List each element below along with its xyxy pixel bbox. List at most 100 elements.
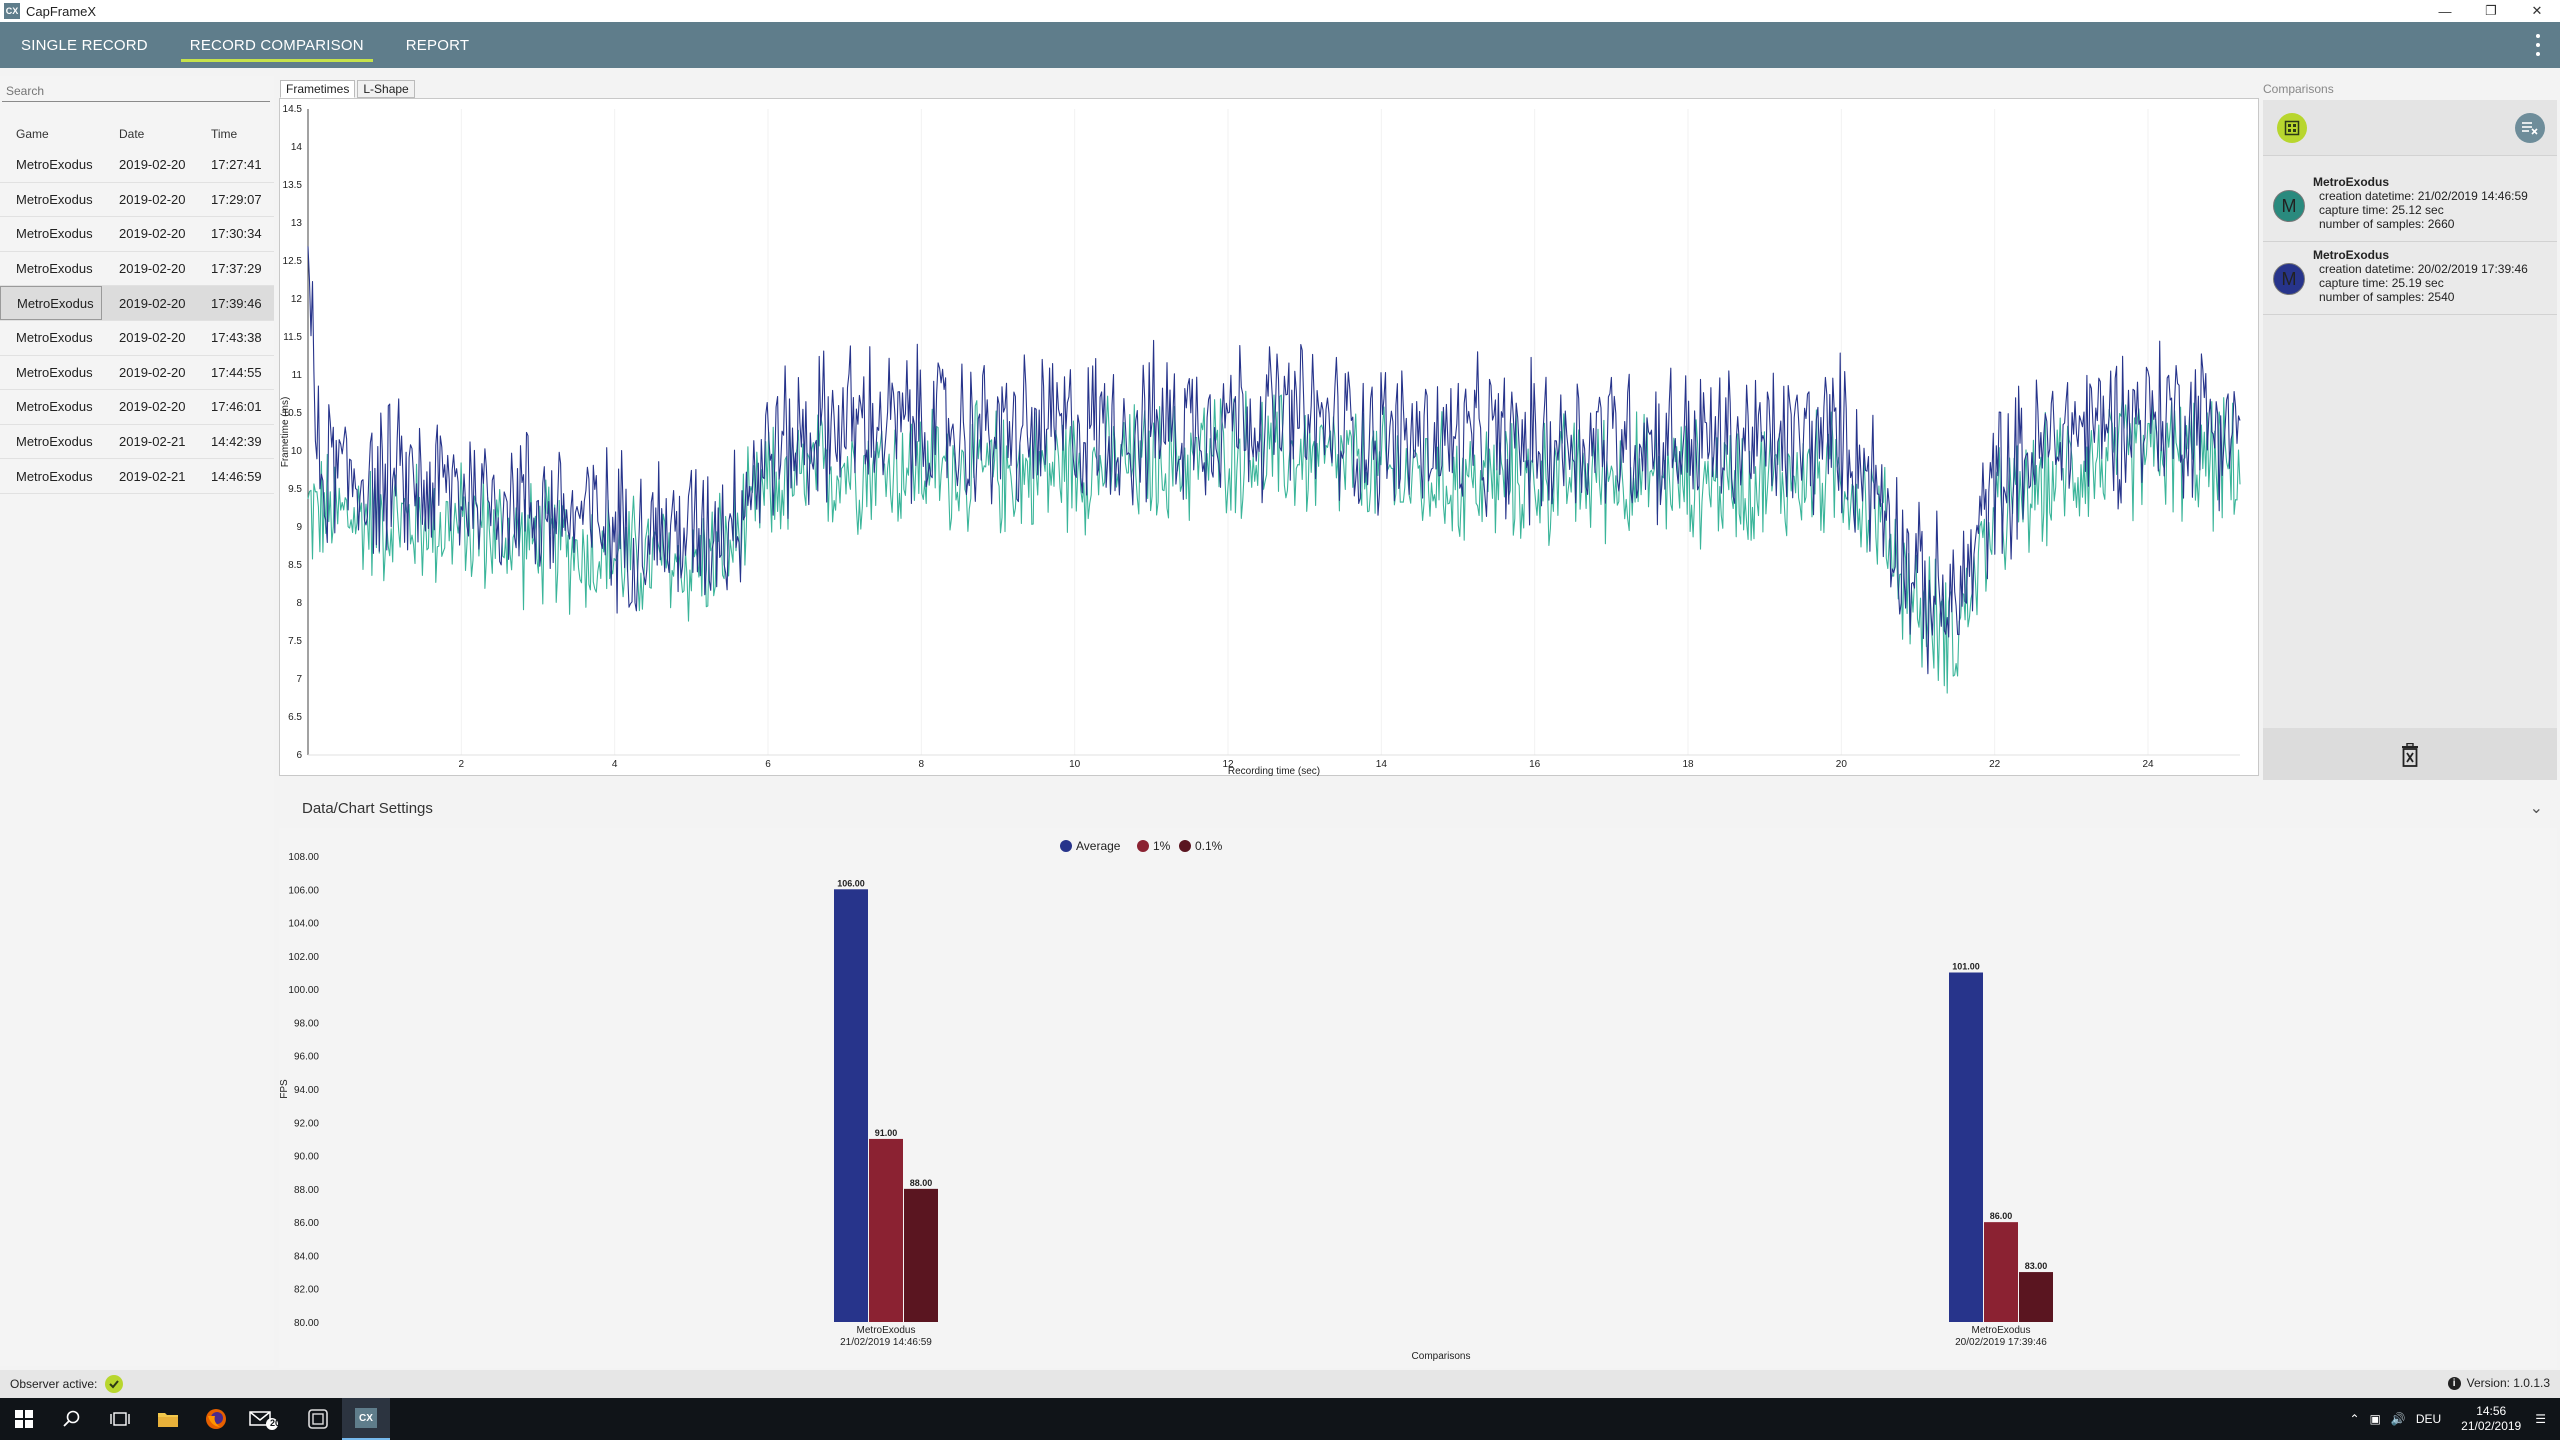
clear-list-icon [2522,122,2538,135]
comparison-capture-time: capture time: 25.12 sec [2319,203,2444,217]
y-tick-label: 10.5 [283,408,303,419]
cell-time: 17:30:34 [211,226,262,242]
clear-list-button[interactable] [2515,113,2545,143]
x-tick-label: 16 [1529,759,1541,770]
firefox-icon[interactable] [192,1398,240,1440]
y-tick-label: 94.00 [294,1085,319,1096]
table-row[interactable]: MetroExodus 2019-02-21 14:46:59 [0,459,274,494]
clock[interactable]: 14:56 21/02/2019 [2461,1404,2521,1434]
language-indicator[interactable]: DEU [2415,1412,2442,1426]
tab-record-comparison[interactable]: RECORD COMPARISON [169,22,385,68]
legend-label: 0.1% [1195,839,1223,853]
table-row[interactable]: MetroExodus 2019-02-20 17:37:29 [0,252,274,287]
bar-value-label: 83.00 [2025,1261,2048,1271]
column-header-game[interactable]: Game [16,127,49,141]
main-nav: SINGLE RECORD RECORD COMPARISON REPORT [0,22,2560,68]
frametimes-chart[interactable]: 6 6.5 7 7.5 8 8.5 9 9.5 10 10.5 11 11.5 12 12.5 13 13.5… [280,99,2260,777]
cell-game: MetroExodus [16,399,93,415]
bar [904,1188,938,1322]
comparison-item[interactable]: M MetroExodus creation datetime: 20/02/2… [2263,243,2557,315]
cell-date: 2019-02-20 [119,157,186,173]
app-window-icon[interactable] [294,1398,342,1440]
cell-date: 2019-02-20 [119,330,186,346]
file-explorer-icon[interactable] [144,1398,192,1440]
restore-button[interactable]: ❐ [2485,3,2497,18]
comparison-name: MetroExodus [2313,175,2390,189]
more-menu-icon[interactable] [2534,34,2542,56]
y-tick-label: 100.00 [288,985,319,996]
search-icon[interactable] [48,1398,96,1440]
y-tick-label: 8 [296,598,302,609]
comparison-capture-time: capture time: 25.19 sec [2319,276,2444,290]
y-tick-label: 7.5 [288,636,302,647]
y-tick-label: 11 [292,370,303,381]
y-tick-label: 82.00 [294,1285,319,1296]
y-tick-label: 13.5 [283,180,303,191]
bar-value-label: 86.00 [1990,1211,2013,1221]
tab-l-shape[interactable]: L-Shape [357,80,415,98]
capframex-taskbar-icon[interactable]: CX [342,1398,390,1440]
mail-icon[interactable]: 20 [240,1398,288,1440]
cell-date: 2019-02-20 [102,286,197,320]
close-button[interactable]: ✕ [2531,3,2543,18]
chart-tabs: Frametimes L-Shape [280,80,417,98]
x-tick-label: 24 [2142,759,2154,770]
task-view-icon[interactable] [96,1398,144,1440]
fps-bar-chart[interactable]: Average 1% 0.1% 80.00 82.00 84.00 86.00 88.00 90… [279,828,2557,1368]
windows-start-icon[interactable] [0,1398,48,1440]
minimize-button[interactable]: — [2438,3,2452,19]
x-tick-label: 8 [919,759,925,770]
y-tick-label: 96.00 [294,1052,319,1063]
delete-icon[interactable] [2400,743,2420,767]
comparison-creation-datetime: creation datetime: 20/02/2019 17:39:46 [2319,262,2528,276]
x-tick-label: 2 [459,759,465,770]
cell-time: 17:29:07 [211,191,262,207]
y-tick-label: 13 [291,218,303,229]
chart-settings-expander[interactable]: Data/Chart Settings ⌄ [279,790,2557,826]
y-tick-label: 7 [296,674,302,685]
table-row[interactable]: MetroExodus 2019-02-21 14:42:39 [0,425,274,460]
cell-time: 17:39:46 [197,286,274,320]
add-comparison-button[interactable] [2277,113,2307,143]
cell-date: 2019-02-21 [119,434,186,450]
chevron-down-icon[interactable]: ⌄ [2529,800,2543,817]
cell-time: 17:43:38 [211,330,262,346]
cell-time: 17:46:01 [211,399,262,415]
tab-report[interactable]: REPORT [405,36,470,54]
frametime-series-line [307,246,2241,675]
cell-date: 2019-02-20 [119,364,186,380]
cell-date: 2019-02-20 [119,191,186,207]
table-row[interactable]: MetroExodus 2019-02-20 17:30:34 [0,217,274,252]
y-tick-label: 6 [296,750,302,761]
tab-single-record[interactable]: SINGLE RECORD [21,36,148,54]
chart-settings-label: Data/Chart Settings [302,800,433,817]
bar [1984,1222,2018,1322]
tab-frametimes[interactable]: Frametimes [280,80,356,98]
legend-label: 1% [1153,839,1171,853]
table-row[interactable]: MetroExodus 2019-02-20 17:29:07 [0,183,274,218]
column-header-date[interactable]: Date [119,127,145,141]
category-label: 20/02/2019 17:39:46 [1955,1337,2047,1348]
bar [1949,972,1983,1322]
comparison-item[interactable]: M MetroExodus creation datetime: 21/02/2… [2263,170,2557,242]
y-tick-label: 104.00 [288,919,319,930]
records-panel: Game Date Time MetroExodus2019-02-2017:2… [0,76,274,1366]
table-row[interactable]: MetroExodus 2019-02-20 17:43:38 [0,321,274,356]
table-row[interactable]: MetroExodus 2019-02-20 17:27:41 [0,148,274,183]
search-input[interactable] [2,80,270,101]
y-tick-label: 11.5 [283,332,302,343]
cell-date: 2019-02-20 [119,226,186,242]
notifications-icon[interactable]: ☰ [2535,1412,2546,1426]
chevron-up-icon[interactable]: ⌃ [2349,1412,2360,1426]
network-icon[interactable]: ▣ [2369,1412,2381,1426]
table-row[interactable]: MetroExodus 2019-02-20 17:46:01 [0,390,274,425]
x-tick-label: 14 [1376,759,1388,770]
y-tick-label: 10 [291,446,303,457]
column-header-time[interactable]: Time [211,127,238,141]
table-row[interactable]: MetroExodus 2019-02-20 17:44:55 [0,356,274,391]
volume-icon[interactable]: 🔊 [2390,1412,2406,1426]
y-tick-label: 9 [296,522,302,533]
table-row[interactable]: MetroExodus 2019-02-20 17:39:46 [0,286,274,321]
comparison-sample-count: number of samples: 2660 [2319,217,2455,231]
bar-value-label: 91.00 [875,1128,898,1138]
